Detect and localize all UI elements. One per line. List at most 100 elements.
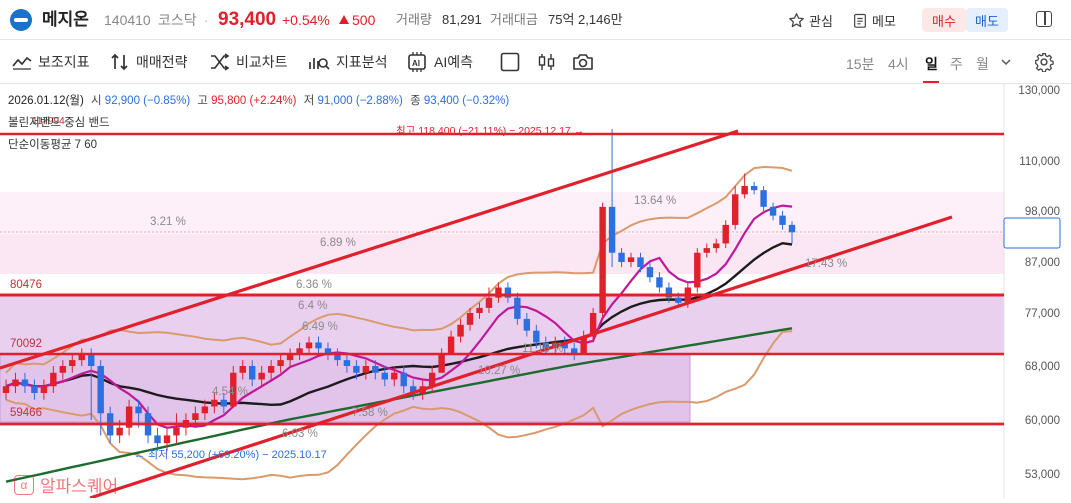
- pct-label: 17.43 %: [805, 258, 847, 270]
- chart-canvas[interactable]: 80476 70092 59466 117994 최고 118,400 (−21.11%…: [0, 84, 1071, 500]
- stock-header: 메지온 140410 코스닥 · 93,400 +0.54% 500 거래량 8…: [0, 0, 1071, 40]
- candle-body: [779, 215, 786, 225]
- current-price-tag: [1003, 217, 1061, 249]
- candle-body: [192, 413, 199, 420]
- indicator-button[interactable]: 보조지표: [12, 52, 90, 72]
- candle-body: [12, 379, 19, 387]
- alphasquare-logo-icon: α: [14, 474, 34, 495]
- timeframe-week[interactable]: 주: [950, 56, 963, 72]
- amount-value: 75억 2,146만: [548, 12, 623, 27]
- candle-body: [703, 248, 710, 253]
- candle-body: [277, 360, 284, 366]
- low-label: 저: [303, 95, 315, 107]
- candle-body: [78, 354, 85, 361]
- price-chart[interactable]: 80476 70092 59466 117994 최고 118,400 (−21.11%…: [0, 84, 1071, 500]
- candle-body: [646, 267, 654, 278]
- timeframe-day[interactable]: 일: [925, 56, 938, 72]
- timeframe-15min[interactable]: 15분: [846, 56, 875, 72]
- candle-body: [230, 372, 237, 407]
- trend-channel: [0, 129, 953, 500]
- pct-label: 3.21 %: [150, 216, 186, 228]
- channel-lower: [89, 215, 953, 500]
- axis-tick-label: 60,000: [1025, 415, 1060, 427]
- horizontal-levels: [0, 132, 1004, 426]
- buy-button[interactable]: 매수: [922, 8, 966, 32]
- ma-legend[interactable]: 단순이동평균 7 60: [8, 139, 98, 151]
- channel-upper: [0, 129, 739, 370]
- gear-icon[interactable]: [1034, 52, 1054, 72]
- updown-arrows-icon: [111, 53, 128, 71]
- shuffle-icon: [211, 53, 230, 71]
- zone-light: [0, 192, 1004, 234]
- market-name: 코스닥: [158, 12, 197, 28]
- candle-body: [438, 354, 445, 373]
- volume-value: 81,291: [442, 12, 482, 27]
- pct-label: 7.58 %: [352, 407, 388, 419]
- high-label: 고: [197, 95, 208, 107]
- strategy-label: 매매전략: [136, 54, 188, 70]
- up-triangle-icon: [339, 15, 349, 24]
- close-value: 93,400 (−0.32%): [423, 95, 510, 107]
- candle-body: [220, 399, 228, 407]
- candle-body: [239, 366, 246, 373]
- candle-body: [40, 386, 48, 393]
- compare-button[interactable]: 비교차트: [210, 52, 288, 72]
- candle-body: [305, 342, 313, 349]
- ohlc-info: 2026.01.12(월) 시 92,900 (−0.85%) 고 95,800…: [8, 95, 510, 108]
- candle-body: [542, 342, 549, 349]
- candle-body: [125, 406, 133, 428]
- screenshot-button[interactable]: [572, 52, 594, 72]
- memo-button[interactable]: 메모: [852, 9, 896, 31]
- watch-button[interactable]: 관심: [788, 9, 833, 31]
- side-panel-icon[interactable]: [1036, 11, 1052, 27]
- candle-body: [173, 427, 180, 436]
- stock-code: 140410: [104, 12, 151, 28]
- pct-label: 6.89 %: [320, 237, 356, 249]
- level-label-59466: 59466: [10, 407, 42, 419]
- candle-body: [722, 224, 729, 244]
- pct-label: 10.27 %: [478, 365, 520, 377]
- separator-dot: ·: [204, 12, 209, 28]
- axis-tick-label: 110,000: [1019, 156, 1060, 168]
- candle-body: [391, 372, 398, 380]
- strategy-button[interactable]: 매매전략: [110, 52, 188, 72]
- pct-label: 11.16 %: [522, 343, 563, 355]
- chevron-down-icon[interactable]: [1001, 58, 1011, 66]
- candle-body: [50, 372, 57, 387]
- candle-body: [21, 379, 29, 387]
- zone-mid: [0, 295, 1004, 354]
- candle-body: [324, 348, 332, 355]
- stock-name[interactable]: 메지온: [42, 10, 89, 29]
- sell-button[interactable]: 매도: [966, 8, 1008, 32]
- close-label: 종: [410, 95, 421, 107]
- candle-body: [788, 224, 796, 233]
- timeframe-4hour[interactable]: 4시: [888, 56, 909, 72]
- grid-lines: [0, 84, 1005, 498]
- ai-predict-label: AI예측: [434, 54, 473, 70]
- candle-body: [59, 366, 67, 373]
- candle-body: [485, 297, 493, 308]
- candle-body: [495, 287, 502, 298]
- level-label-80476: 80476: [10, 279, 42, 291]
- candle-body: [533, 330, 540, 343]
- box-tool-button[interactable]: [500, 52, 520, 72]
- pct-label: 4.54 %: [212, 386, 248, 398]
- bollinger-center: [5, 241, 793, 407]
- axis-tick-label: 87,000: [1025, 257, 1060, 269]
- candle-body: [258, 372, 265, 380]
- bollinger-legend[interactable]: 볼린저밴드 중심 밴드: [8, 117, 110, 129]
- candle-body: [381, 372, 388, 380]
- high-value: 95,800 (+2.24%): [211, 95, 297, 107]
- watch-label: 관심: [809, 13, 833, 29]
- analysis-button[interactable]: 지표분석: [308, 52, 388, 72]
- candle-body: [135, 406, 142, 414]
- ai-predict-button[interactable]: AI AI예측: [406, 52, 473, 72]
- timeframe-month[interactable]: 월: [976, 56, 989, 72]
- candle-type-button[interactable]: [537, 52, 557, 72]
- indicator-label: 보조지표: [38, 54, 90, 70]
- axis-tick-label: 98,000: [1025, 206, 1060, 218]
- axis-tick-label: 130,000: [1018, 85, 1060, 97]
- candlestick-icon: [538, 54, 555, 70]
- candle-body: [608, 206, 616, 253]
- chart-toolbar: 보조지표 매매전략 비교차트 지표분석 AI AI예측 15분 4시 일 주 월: [0, 40, 1071, 84]
